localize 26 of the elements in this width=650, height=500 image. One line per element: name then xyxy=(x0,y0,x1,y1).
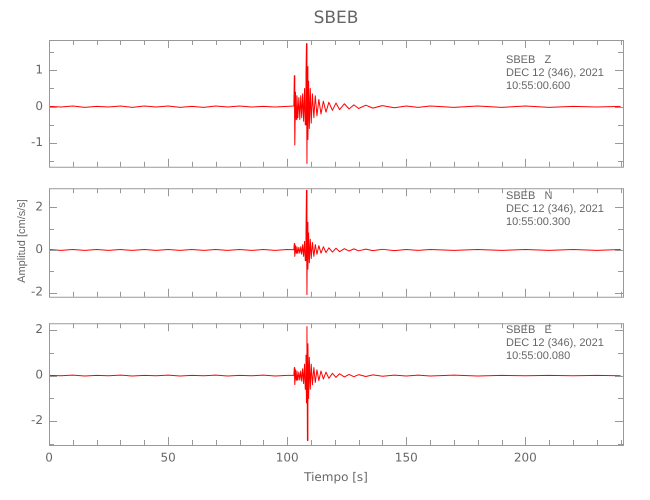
y-tick-label: -2 xyxy=(31,284,43,299)
x-tick-label: 200 xyxy=(514,450,537,464)
y-tick-label: 2 xyxy=(35,199,43,214)
y-tick-label: 1 xyxy=(35,62,43,76)
chart-title: SBEB xyxy=(312,8,360,28)
annotation: SBEB N xyxy=(506,190,552,203)
x-tick-label: 100 xyxy=(276,450,299,464)
annotation: 10:55:00.300 xyxy=(506,216,570,229)
x-tick-label: 0 xyxy=(45,450,53,464)
annotation: SBEB Z xyxy=(506,54,552,67)
annotation: DEC 12 (346), 2021 xyxy=(506,203,604,216)
annotation: DEC 12 (346), 2021 xyxy=(506,337,604,350)
annotation: 10:55:00.600 xyxy=(506,80,570,93)
x-tick-label: 150 xyxy=(394,450,418,464)
y-tick-label: 0 xyxy=(35,368,43,382)
annotation: DEC 12 (346), 2021 xyxy=(506,67,604,80)
y-axis-title: Amplitud [cm/s/s] xyxy=(16,198,28,285)
y-tick-label: -1 xyxy=(31,135,43,150)
x-axis-title: Tiempo [s] xyxy=(303,470,369,484)
y-tick-label: 2 xyxy=(35,322,43,336)
annotation: 10:55:00.080 xyxy=(506,350,570,363)
y-tick-label: 0 xyxy=(35,98,43,113)
x-tick-label: 50 xyxy=(160,450,176,464)
y-tick-label: -2 xyxy=(31,413,43,428)
annotation: SBEB E xyxy=(506,324,552,337)
y-tick-label: 0 xyxy=(35,242,43,256)
